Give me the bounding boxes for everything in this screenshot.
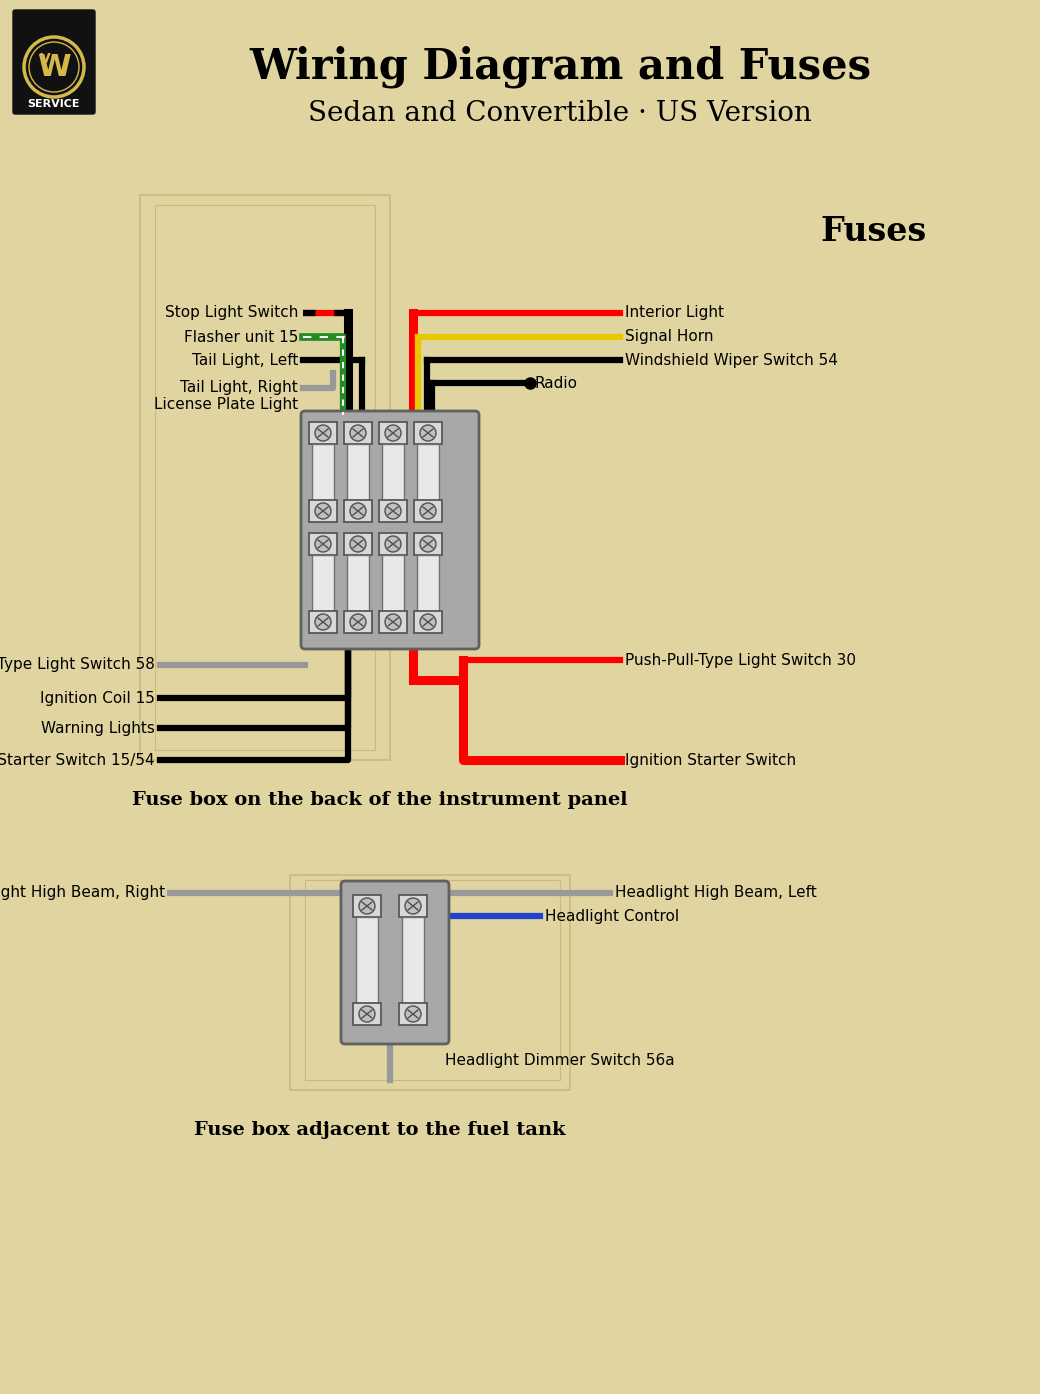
- Text: W: W: [37, 53, 71, 81]
- Circle shape: [24, 38, 84, 98]
- Bar: [399, 895, 427, 917]
- Text: Fuses: Fuses: [820, 215, 927, 248]
- Bar: [344, 422, 372, 445]
- Circle shape: [29, 42, 79, 92]
- Circle shape: [350, 425, 366, 441]
- Bar: [344, 533, 372, 555]
- FancyBboxPatch shape: [301, 411, 479, 650]
- Text: Wiring Diagram and Fuses: Wiring Diagram and Fuses: [249, 45, 872, 88]
- Bar: [399, 1004, 427, 1025]
- Text: Push-Pull-Type Light Switch 30: Push-Pull-Type Light Switch 30: [625, 652, 856, 668]
- Circle shape: [315, 613, 331, 630]
- Bar: [414, 422, 442, 445]
- Bar: [347, 555, 369, 611]
- Text: Headlight High Beam, Right: Headlight High Beam, Right: [0, 885, 165, 901]
- Bar: [347, 445, 369, 500]
- Bar: [140, 195, 390, 760]
- Text: Headlight Dimmer Switch 56a: Headlight Dimmer Switch 56a: [445, 1052, 675, 1068]
- Bar: [379, 500, 407, 521]
- Text: Signal Horn: Signal Horn: [625, 329, 713, 344]
- Circle shape: [420, 613, 436, 630]
- Circle shape: [385, 425, 401, 441]
- FancyBboxPatch shape: [12, 10, 95, 114]
- Text: Push-Pull-Type Light Switch 58: Push-Pull-Type Light Switch 58: [0, 658, 155, 672]
- Circle shape: [420, 537, 436, 552]
- Text: Radio: Radio: [535, 375, 578, 390]
- Circle shape: [385, 537, 401, 552]
- Bar: [309, 422, 337, 445]
- Bar: [290, 875, 570, 1090]
- Bar: [414, 533, 442, 555]
- Bar: [305, 880, 560, 1080]
- Text: V: V: [40, 52, 50, 66]
- Bar: [414, 500, 442, 521]
- Circle shape: [359, 898, 375, 914]
- Circle shape: [420, 425, 436, 441]
- Bar: [379, 422, 407, 445]
- Text: Headlight Control: Headlight Control: [545, 909, 679, 923]
- Circle shape: [420, 503, 436, 519]
- Circle shape: [350, 503, 366, 519]
- Text: Ignition Coil 15: Ignition Coil 15: [41, 690, 155, 705]
- Circle shape: [405, 1006, 421, 1022]
- Bar: [417, 445, 439, 500]
- Text: Warning Lights: Warning Lights: [42, 721, 155, 736]
- Bar: [417, 555, 439, 611]
- Circle shape: [385, 503, 401, 519]
- Bar: [356, 917, 378, 1004]
- Bar: [312, 555, 334, 611]
- Bar: [402, 917, 424, 1004]
- Text: Fuse box adjacent to the fuel tank: Fuse box adjacent to the fuel tank: [194, 1121, 566, 1139]
- Circle shape: [315, 425, 331, 441]
- Circle shape: [350, 613, 366, 630]
- Circle shape: [315, 537, 331, 552]
- Text: Sedan and Convertible · US Version: Sedan and Convertible · US Version: [308, 100, 812, 127]
- Bar: [312, 445, 334, 500]
- Bar: [155, 205, 375, 750]
- Circle shape: [405, 898, 421, 914]
- Bar: [414, 611, 442, 633]
- Text: Windshield Wiper Switch 54: Windshield Wiper Switch 54: [625, 353, 838, 368]
- Bar: [353, 1004, 381, 1025]
- Text: Interior Light: Interior Light: [625, 305, 724, 321]
- Bar: [309, 611, 337, 633]
- Text: Tail Light, Left: Tail Light, Left: [191, 353, 298, 368]
- Circle shape: [359, 1006, 375, 1022]
- Circle shape: [385, 613, 401, 630]
- FancyBboxPatch shape: [341, 881, 449, 1044]
- Text: Ignition Starter Switch 15/54: Ignition Starter Switch 15/54: [0, 753, 155, 768]
- Text: Headlight High Beam, Left: Headlight High Beam, Left: [615, 885, 816, 901]
- Text: Tail Light, Right
License Plate Light: Tail Light, Right License Plate Light: [154, 379, 298, 413]
- Bar: [353, 895, 381, 917]
- Bar: [309, 533, 337, 555]
- Text: SERVICE: SERVICE: [28, 99, 80, 109]
- Bar: [379, 533, 407, 555]
- Bar: [379, 611, 407, 633]
- Bar: [344, 500, 372, 521]
- Bar: [344, 611, 372, 633]
- Text: Ignition Starter Switch: Ignition Starter Switch: [625, 753, 797, 768]
- Bar: [309, 500, 337, 521]
- Bar: [382, 555, 404, 611]
- Text: Flasher unit 15: Flasher unit 15: [184, 329, 298, 344]
- Bar: [382, 445, 404, 500]
- Circle shape: [315, 503, 331, 519]
- Text: Stop Light Switch: Stop Light Switch: [164, 305, 298, 321]
- Text: Fuse box on the back of the instrument panel: Fuse box on the back of the instrument p…: [132, 790, 628, 809]
- Circle shape: [350, 537, 366, 552]
